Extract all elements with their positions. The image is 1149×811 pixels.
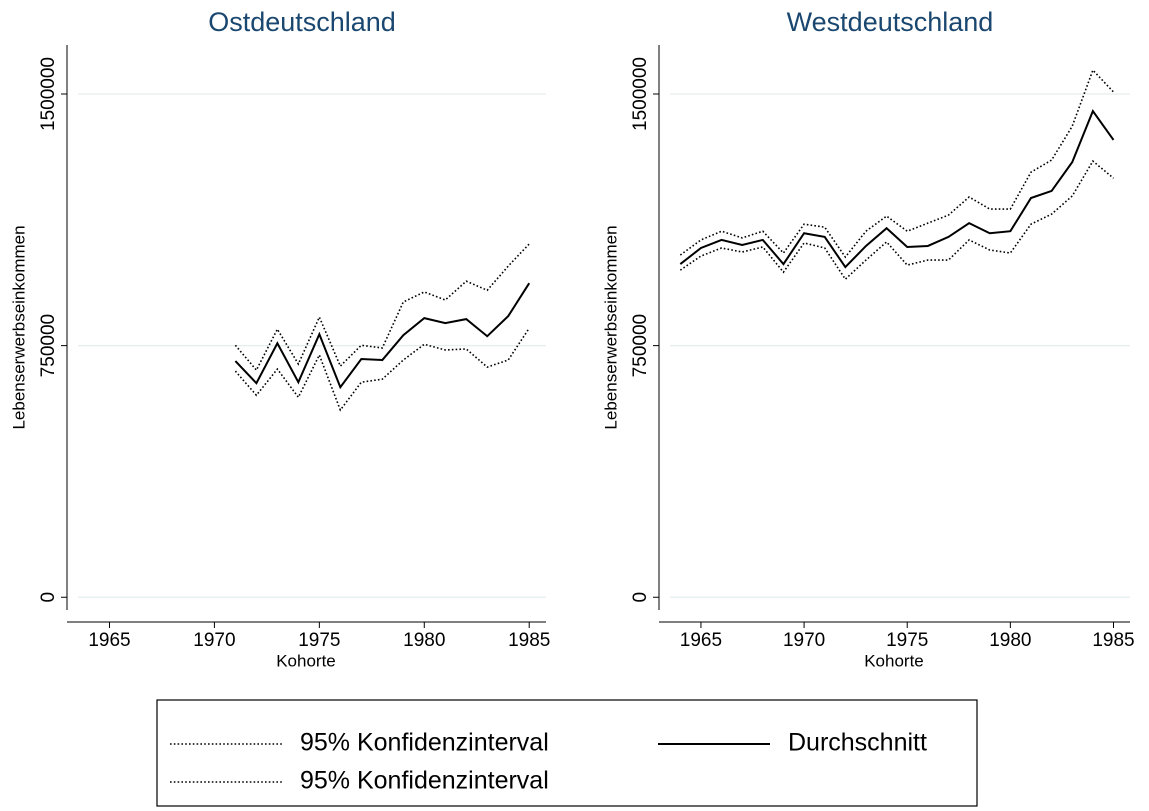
y-tick-label: 0	[630, 592, 651, 603]
x-tick-label: 1980	[403, 630, 445, 651]
y-axis-title: Lebenserwerbseinkommen	[9, 225, 28, 429]
legend-box	[156, 699, 978, 807]
series-line	[234, 243, 530, 372]
series-line	[679, 159, 1115, 281]
y-tick-label: 750000	[630, 314, 651, 377]
x-tick-label: 1985	[508, 630, 550, 651]
series-line	[234, 282, 531, 390]
legend-label: 95% Konfidenzinterval	[300, 767, 549, 795]
chart-title: Ostdeutschland	[208, 7, 396, 37]
series-line	[234, 327, 530, 412]
x-tick-label: 1965	[88, 630, 130, 651]
chart-title: Westdeutschland	[787, 7, 994, 37]
series-line	[679, 68, 1115, 259]
y-tick-label: 1500000	[38, 57, 59, 131]
x-tick-label: 1975	[298, 630, 340, 651]
x-tick-label: 1970	[783, 630, 825, 651]
series-line	[679, 109, 1115, 269]
x-tick-label: 1965	[680, 630, 722, 651]
legend-label: Durchschnitt	[788, 729, 927, 757]
y-tick-label: 750000	[38, 314, 59, 377]
x-tick-label: 1970	[193, 630, 235, 651]
x-tick-label: 1980	[989, 630, 1031, 651]
x-axis-title: Kohorte	[864, 651, 924, 670]
y-tick-label: 1500000	[630, 57, 651, 131]
y-axis-title: Lebenserwerbseinkommen	[601, 225, 620, 429]
x-axis-title: Kohorte	[276, 651, 336, 670]
x-tick-label: 1975	[886, 630, 928, 651]
legend-label: 95% Konfidenzinterval	[300, 729, 549, 757]
x-tick-label: 1985	[1092, 630, 1134, 651]
y-tick-label: 0	[38, 592, 59, 603]
